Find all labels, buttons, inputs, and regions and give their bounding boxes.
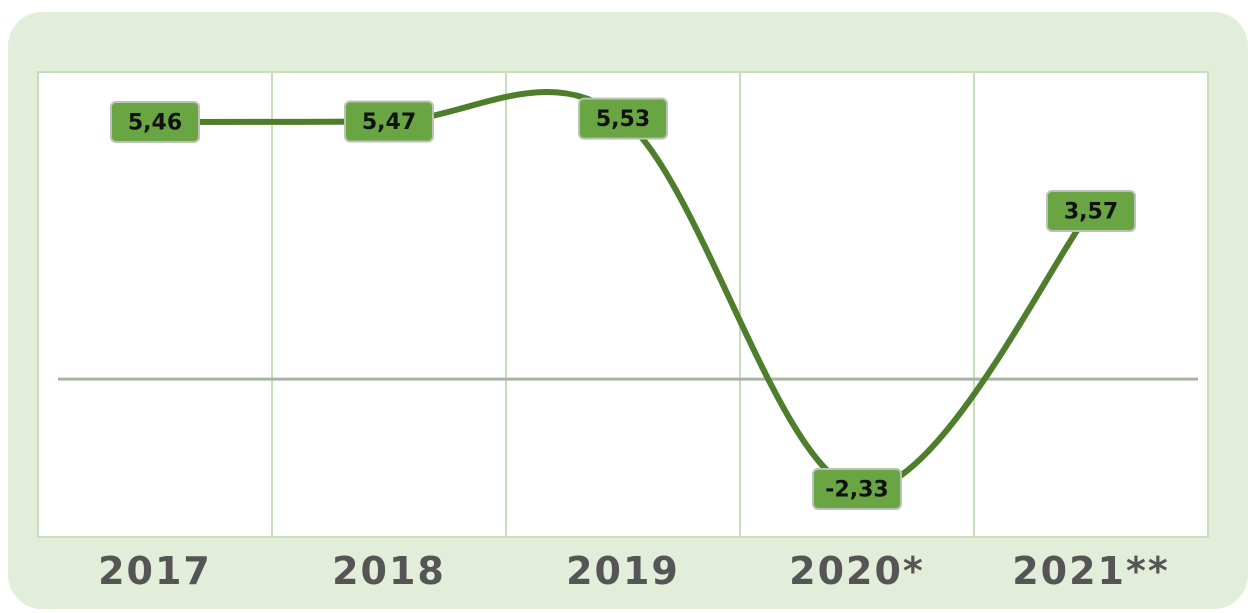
x-tick-label: 2019 [566,549,680,593]
x-tick-label: 2017 [98,549,212,593]
data-label-box [344,100,434,143]
data-label: 5,46 [128,110,182,135]
data-label-box [578,97,668,140]
data-label: 3,57 [1064,199,1118,224]
x-tick-label: 2018 [332,549,446,593]
x-tick-label: 2020* [789,549,925,593]
plot-area [37,71,1209,538]
x-tick-label: 2021** [1012,549,1170,593]
data-label-box [1046,189,1136,232]
data-label: -2,33 [825,477,888,502]
data-line [152,89,1094,493]
data-label-box [110,100,200,143]
data-label: 5,47 [362,110,416,135]
data-label-box [812,467,902,510]
data-label: 5,53 [596,107,650,132]
